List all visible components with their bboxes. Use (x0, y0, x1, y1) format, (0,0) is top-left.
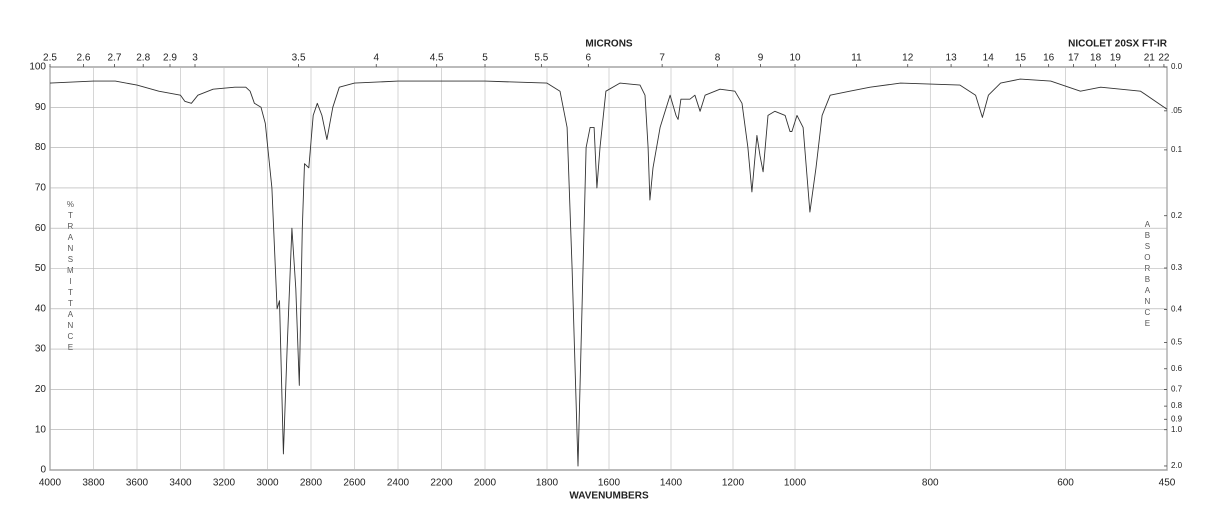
x2-tick-label: 12 (902, 53, 914, 64)
y2-tick-label: 0.2 (1171, 211, 1183, 220)
x2-tick-label: 19 (1110, 53, 1122, 64)
x2-tick-label: 2.5 (43, 53, 57, 64)
x-tick-label: 2000 (474, 478, 497, 489)
x-tick-label: 2200 (430, 478, 453, 489)
x2-tick-label: 18 (1090, 53, 1102, 64)
x2-tick-label: 11 (851, 53, 862, 64)
x-tick-label: 1200 (722, 478, 745, 489)
x-tick-label: 1600 (598, 478, 621, 489)
x-tick-label: 600 (1057, 478, 1074, 489)
y2-tick-label: 0.5 (1171, 338, 1183, 347)
y-tick-label: 60 (35, 223, 47, 234)
x-tick-label: 800 (922, 478, 939, 489)
y-tick-label: 0 (40, 465, 46, 476)
x2-tick-label: 5 (482, 53, 488, 64)
x-tick-label: 3400 (169, 478, 192, 489)
x2-tick-label: 4.5 (430, 53, 444, 64)
x2-tick-label: 21 (1144, 53, 1156, 64)
y-tick-label: 10 (35, 424, 47, 435)
x-tick-label: 3600 (126, 478, 149, 489)
y2-tick-label: 0.0 (1171, 62, 1183, 71)
y2-tick-label: 0.8 (1171, 401, 1183, 410)
x2-tick-label: 2.6 (77, 53, 91, 64)
x2-tick-label: 6 (586, 53, 592, 64)
x2-tick-label: 8 (715, 53, 721, 64)
y-tick-label: 70 (35, 183, 47, 194)
x-axis-label: WAVENUMBERS (569, 491, 649, 502)
x2-tick-label: 7 (659, 53, 665, 64)
x-tick-label: 1800 (536, 478, 559, 489)
x2-tick-label: 2.7 (107, 53, 121, 64)
y2-tick-label: 0.9 (1171, 414, 1183, 423)
x2-tick-label: 9 (758, 53, 764, 64)
chart-title: MICRONS (585, 39, 633, 50)
y2-tick-label: 0.4 (1171, 305, 1183, 314)
x2-tick-label: 15 (1015, 53, 1027, 64)
y2-tick-label: 0.7 (1171, 385, 1183, 394)
x-tick-label: 3200 (213, 478, 236, 489)
y-tick-label: 100 (29, 62, 46, 73)
x2-tick-label: 4 (373, 53, 379, 64)
x2-tick-label: 16 (1043, 53, 1055, 64)
y-tick-label: 80 (35, 142, 47, 153)
x2-tick-label: 2.9 (163, 53, 177, 64)
instrument-label: NICOLET 20SX FT-IR (1068, 39, 1168, 50)
x-tick-label: 3800 (82, 478, 105, 489)
x-tick-label: 4000 (39, 478, 62, 489)
y-tick-label: 20 (35, 384, 47, 395)
x2-tick-label: 10 (789, 53, 801, 64)
x2-tick-label: 3.5 (292, 53, 306, 64)
x2-tick-label: 17 (1068, 53, 1080, 64)
y2-tick-label: 2.0 (1171, 461, 1183, 470)
y2-tick-label: 0.6 (1171, 364, 1183, 373)
y2-tick-label: 0.1 (1171, 145, 1183, 154)
y-tick-label: 40 (35, 303, 47, 314)
x-tick-label: 3000 (256, 478, 279, 489)
y-tick-label: 90 (35, 102, 47, 113)
x-tick-label: 1400 (660, 478, 683, 489)
spectrum-line (49, 78, 1168, 467)
y2-tick-label: 1.0 (1171, 425, 1183, 434)
x-tick-label: 450 (1159, 478, 1176, 489)
y2-tick-label: .05 (1171, 106, 1183, 115)
y2-tick-label: 0.3 (1171, 263, 1183, 272)
x2-tick-label: 2.8 (136, 53, 150, 64)
x-tick-label: 2400 (387, 478, 410, 489)
x-tick-label: 2800 (300, 478, 323, 489)
y2-axis-label: ABSORBANCE (1143, 220, 1152, 330)
x-tick-label: 1000 (784, 478, 807, 489)
x2-tick-label: 13 (946, 53, 958, 64)
x-tick-label: 2600 (343, 478, 366, 489)
x2-tick-label: 3 (192, 53, 198, 64)
y-tick-label: 50 (35, 263, 47, 274)
y-axis-label: %TRANSMITTANCE (66, 200, 75, 354)
x2-tick-label: 22 (1158, 53, 1170, 64)
x2-tick-label: 5.5 (534, 53, 548, 64)
y-tick-label: 30 (35, 344, 47, 355)
x2-tick-label: 14 (983, 53, 995, 64)
